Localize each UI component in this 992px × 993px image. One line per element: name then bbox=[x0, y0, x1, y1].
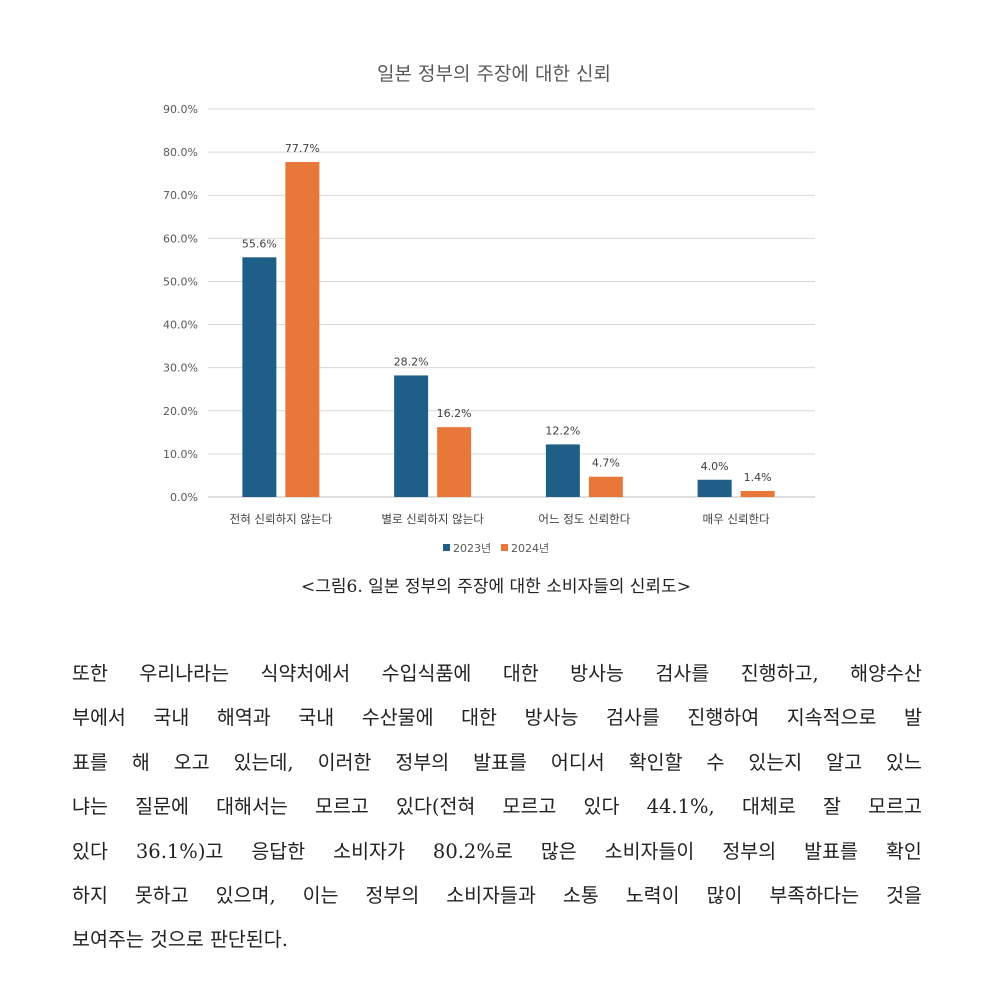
y-tick-label: 10.0% bbox=[163, 448, 198, 461]
paragraph-line: 있다 36.1%)고 응답한 소비자가 80.2%로 많은 소비자들이 정부의 발표를 확인 bbox=[72, 839, 922, 863]
y-tick-label: 20.0% bbox=[163, 405, 198, 418]
y-tick-label: 40.0% bbox=[163, 319, 198, 332]
bar-chart: 일본 정부의 주장에 대한 신뢰 0.0% 10.0% 20.0% 30.0% 40.0… bbox=[163, 63, 815, 555]
bar-2024년-0 bbox=[285, 162, 320, 497]
chart-title: 일본 정부의 주장에 대한 신뢰 bbox=[377, 63, 611, 85]
legend-swatch bbox=[501, 544, 508, 551]
data-label: 28.2% bbox=[394, 355, 429, 368]
y-tick-label: 80.0% bbox=[163, 146, 198, 159]
y-tick-label: 90.0% bbox=[163, 103, 198, 116]
y-tick-label: 50.0% bbox=[163, 275, 198, 288]
legend-swatch bbox=[443, 544, 450, 551]
data-label: 4.0% bbox=[701, 460, 729, 473]
paragraph-line: 하지 못하고 있으며, 이는 정부의 소비자들과 소통 노력이 많이 부족하다는 것을 bbox=[72, 883, 922, 907]
paragraph-line: 보여주는 것으로 판단된다. bbox=[72, 928, 288, 952]
legend-label: 2024년 bbox=[511, 542, 549, 555]
paragraph-line: 냐는 질문에 대해서는 모르고 있다(전혀 모르고 있다 44.1%, 대체로 잘 모르고 bbox=[72, 795, 922, 819]
x-category-label: 전혀 신뢰하지 않는다 bbox=[230, 512, 333, 526]
data-label: 4.7% bbox=[592, 457, 620, 470]
data-label: 16.2% bbox=[437, 407, 472, 420]
bars bbox=[242, 162, 775, 497]
paragraph-line: 또한 우리나라는 식약처에서 수입식품에 대한 방사능 검사를 진행하고, 해양수산 bbox=[72, 662, 922, 685]
legend-label: 2023년 bbox=[453, 542, 491, 555]
bar-2023년-2 bbox=[545, 444, 580, 497]
bar-2023년-0 bbox=[242, 257, 277, 497]
paragraph-line: 부에서 국내 해역과 국내 수산물에 대한 방사능 검사를 진행하여 지속적으로 발 bbox=[72, 706, 922, 730]
y-tick-label: 0.0% bbox=[170, 491, 198, 504]
bar-2023년-3 bbox=[697, 479, 732, 497]
bar-2024년-2 bbox=[588, 476, 623, 497]
bar-2024년-1 bbox=[437, 427, 472, 497]
y-tick-label: 70.0% bbox=[163, 189, 198, 202]
legend: 2023년 2024년 bbox=[443, 542, 549, 555]
y-tick-label: 30.0% bbox=[163, 362, 198, 375]
x-category-label: 매우 신뢰한다 bbox=[703, 512, 771, 526]
data-label: 55.6% bbox=[242, 237, 277, 250]
x-axis-categories: 전혀 신뢰하지 않는다 별로 신뢰하지 않는다 어느 정도 신뢰한다 매우 신뢰한다 bbox=[230, 512, 771, 526]
data-labels: 55.6% 77.7% 28.2% 16.2% 12.2% 4.7% 4.0% 1.4% bbox=[242, 142, 772, 484]
data-label: 77.7% bbox=[285, 142, 320, 155]
figure-caption: <그림6. 일본 정부의 주장에 대한 소비자들의 신뢰도> bbox=[301, 577, 691, 597]
x-category-label: 별로 신뢰하지 않는다 bbox=[381, 512, 484, 526]
data-label: 1.4% bbox=[744, 471, 772, 484]
data-label: 12.2% bbox=[545, 424, 580, 437]
bar-2023년-1 bbox=[394, 375, 429, 497]
bar-2024년-3 bbox=[740, 490, 775, 497]
y-tick-label: 60.0% bbox=[163, 232, 198, 245]
paragraph-line: 표를 해 오고 있는데, 이러한 정부의 발표를 어디서 확인할 수 있는지 알고 있느 bbox=[72, 750, 922, 774]
x-category-label: 어느 정도 신뢰한다 bbox=[538, 512, 630, 526]
